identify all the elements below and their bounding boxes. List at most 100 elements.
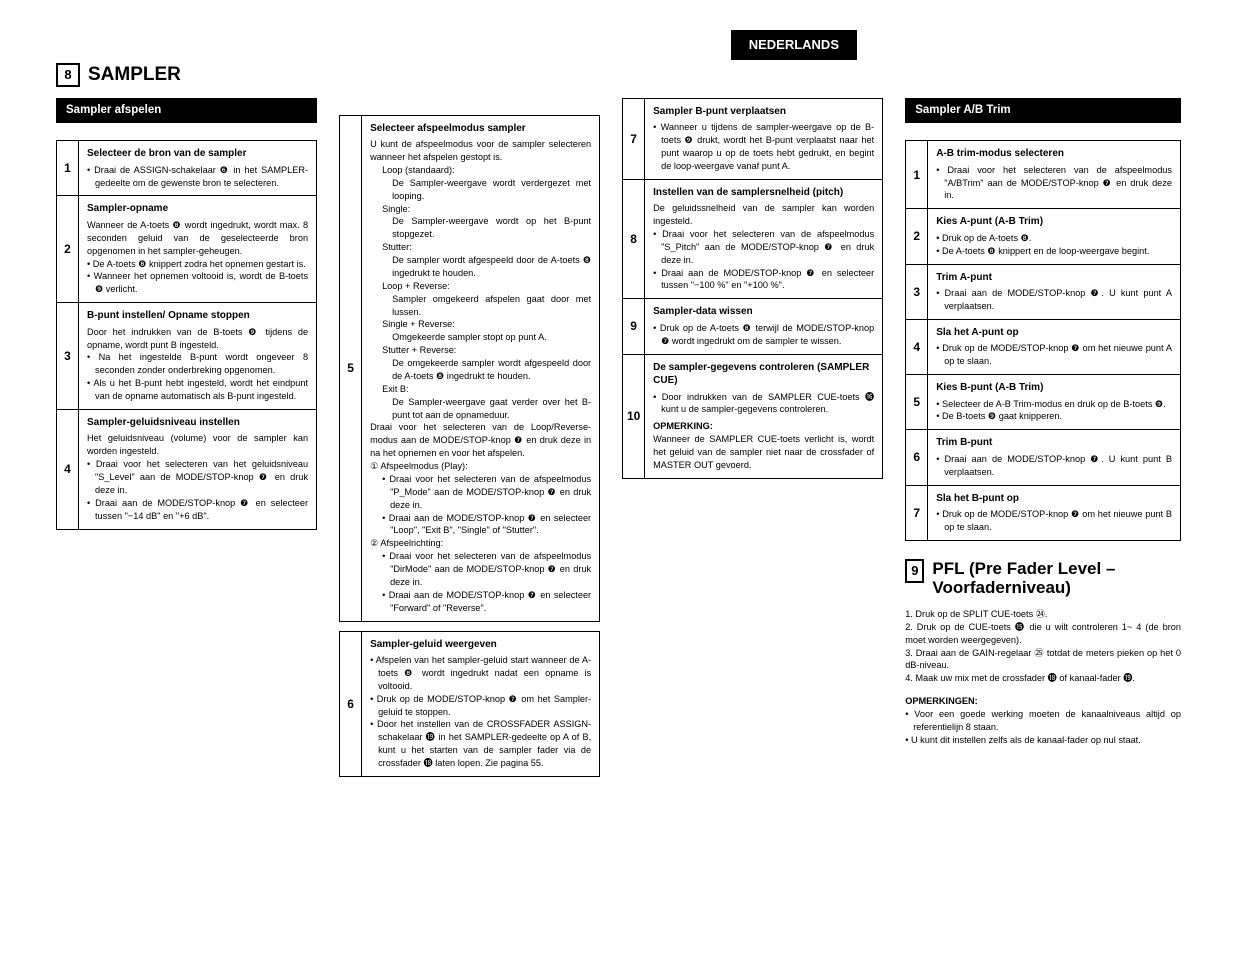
step-text: U kunt de afspeelmodus voor de sampler s…: [370, 138, 591, 164]
block-6: 6 Sampler-geluid weergeven Afspelen van …: [339, 631, 600, 777]
step-text: Draai aan de MODE/STOP-knop ❼. U kunt pu…: [936, 453, 1172, 479]
block-3: 3 B-punt instellen/ Opname stoppen Door …: [56, 302, 317, 410]
step-text: De A-toets ❽ knippert zodra het opnemen …: [87, 258, 308, 271]
step-heading: Selecteer de bron van de sampler: [87, 147, 308, 161]
mode-text: De sampler wordt afgespeeld door de A-to…: [370, 254, 591, 280]
step-text: Draai de ASSIGN-schakelaar ❻ in het SAMP…: [87, 164, 308, 190]
step-text: Wanneer de A-toets ❽ wordt ingedrukt, wo…: [87, 219, 308, 258]
step-text: Druk op de A-toets ❽ terwijl de MODE/STO…: [653, 322, 874, 348]
step-text: Selecteer de A-B Trim-modus en druk op d…: [936, 398, 1172, 411]
step-text: Draai voor het selecteren van de afspeel…: [382, 473, 591, 512]
step-text: Draai voor het selecteren van de afspeel…: [653, 228, 874, 267]
step-heading: B-punt instellen/ Opname stoppen: [87, 309, 308, 323]
step-text: Draai voor het selecteren van de afspeel…: [382, 550, 591, 589]
step-text: Draai aan de MODE/STOP-knop ❼ en selecte…: [653, 267, 874, 293]
step-text: Druk op de MODE/STOP-knop ❼ om het Sampl…: [370, 693, 591, 719]
step-heading: De sampler-gegevens controleren (SAMPLER…: [653, 361, 874, 388]
note-text: Wanneer de SAMPLER CUE-toets verlicht is…: [653, 433, 874, 472]
step-num: 7: [906, 486, 928, 540]
step-text: De B-toets ❾ gaat knipperen.: [936, 410, 1172, 423]
block-5: 5 Selecteer afspeelmodus sampler U kunt …: [339, 115, 600, 622]
step-num: 6: [340, 632, 362, 776]
column-1: Sampler afspelen 1 Selecteer de bron van…: [56, 98, 317, 530]
trim-2: 2Kies A-punt (A-B Trim)Druk op de A-toet…: [905, 208, 1181, 264]
block-10: 10 De sampler-gegevens controleren (SAMP…: [622, 354, 883, 479]
mode-text: Sampler omgekeerd afspelen gaat door met…: [370, 293, 591, 319]
mode-label: Loop + Reverse:: [370, 280, 591, 293]
step-text: Door indrukken van de SAMPLER CUE-toets …: [653, 391, 874, 417]
mode-label: Single:: [370, 203, 591, 216]
pfl-step: 1. Druk op de SPLIT CUE-toets ㉔.: [905, 608, 1181, 621]
step-num: 4: [906, 320, 928, 374]
step-text: Draai aan de MODE/STOP-knop ❼. U kunt pu…: [936, 287, 1172, 313]
step-heading: Sampler-data wissen: [653, 305, 874, 319]
step-text: Wanneer het opnemen voltooid is, wordt d…: [87, 270, 308, 296]
step-heading: Kies A-punt (A-B Trim): [936, 215, 1172, 229]
trim-6: 6 Trim B-punt Draai aan de MODE/STOP-knop …: [905, 429, 1181, 485]
step-num: 1: [57, 141, 79, 195]
mode-label: Stutter:: [370, 241, 591, 254]
mode-label: Loop (standaard):: [370, 164, 591, 177]
note-heading: OPMERKING:: [653, 420, 874, 433]
step-text: Afspelen van het sampler-geluid start wa…: [370, 654, 591, 693]
step-heading: Sampler-geluidsniveau instellen: [87, 416, 308, 430]
step-heading: Trim B-punt: [936, 436, 1172, 450]
step-num: 6: [906, 430, 928, 484]
block-9: 9 Sampler-data wissen Druk op de A-toets…: [622, 298, 883, 354]
step-text: Draai aan de MODE/STOP-knop ❼ en selecte…: [87, 497, 308, 523]
step-heading: Kies B-punt (A-B Trim): [936, 381, 1172, 395]
block-2: 2 Sampler-opname Wanneer de A-toets ❽ wo…: [56, 195, 317, 303]
section-9-title: 9 PFL (Pre Fader Level – Voorfaderniveau…: [905, 559, 1181, 598]
trim-3: 3Trim A-puntDraai aan de MODE/STOP-knop …: [905, 264, 1181, 320]
step-heading: Sampler B-punt verplaatsen: [653, 105, 874, 119]
step-num: 1: [906, 141, 928, 208]
step-num: 8: [623, 180, 645, 299]
section-text: PFL (Pre Fader Level – Voorfaderniveau): [932, 559, 1181, 598]
trim-7: 7 Sla het B-punt op Druk op de MODE/STOP-k…: [905, 485, 1181, 541]
step-num: 3: [57, 303, 79, 409]
subheader-afspelen: Sampler afspelen: [56, 98, 317, 124]
block-1: 1 Selecteer de bron van de sampler Draai…: [56, 140, 317, 196]
step-text: De geluidssnelheid van de sampler kan wo…: [653, 202, 874, 228]
step-heading: Sla het A-punt op: [936, 326, 1172, 340]
pfl-step: 4. Maak uw mix met de crossfader ⓲ of ka…: [905, 672, 1181, 685]
step-heading: Instellen van de samplersnelheid (pitch): [653, 186, 874, 200]
step-heading: Sla het B-punt op: [936, 492, 1172, 506]
step-heading: Sampler-opname: [87, 202, 308, 216]
note-text: U kunt dit instellen zelfs als de kanaal…: [905, 734, 1181, 747]
step-text: Na het ingestelde B-punt wordt ongeveer …: [87, 351, 308, 377]
step-num: 10: [623, 355, 645, 478]
mode-text: De Sampler-weergave wordt verdergezet me…: [370, 177, 591, 203]
sub-list-head: ② Afspeelrichting:: [370, 537, 591, 550]
block-7: 7 Sampler B-punt verplaatsen Wanneer u t…: [622, 98, 883, 180]
step-text: Druk op de MODE/STOP-knop ❼ om het nieuw…: [936, 508, 1172, 534]
mode-label: Single + Reverse:: [370, 318, 591, 331]
trim-1: 1 A-B trim-modus selecteren Draai voor het…: [905, 140, 1181, 209]
mode-text: De Sampler-weergave gaat verder over het…: [370, 396, 591, 422]
step-text: Wanneer u tijdens de sampler-weergave op…: [653, 121, 874, 173]
step-num: 7: [623, 99, 645, 179]
trim-4: 4 Sla het A-punt op Druk op de MODE/STOP-k…: [905, 319, 1181, 375]
mode-label: Exit B:: [370, 383, 591, 396]
column-4: Sampler A/B Trim 1A-B trim-modus selecte…: [905, 98, 1181, 747]
block-8: 8 Instellen van de samplersnelheid (pitc…: [622, 179, 883, 300]
step-text: Druk op de MODE/STOP-knop ❼ om het nieuw…: [936, 342, 1172, 368]
step-num: 2: [906, 209, 928, 263]
trim-5: 5Kies B-punt (A-B Trim)Selecteer de A-B …: [905, 374, 1181, 430]
step-text: Draai voor het selecteren van de Loop/Re…: [370, 421, 591, 460]
mode-label: Stutter + Reverse:: [370, 344, 591, 357]
step-num: 5: [340, 116, 362, 621]
step-heading: A-B trim-modus selecteren: [936, 147, 1172, 161]
mode-text: De Sampler-weergave wordt op het B-punt …: [370, 215, 591, 241]
step-text: De A-toets ❽ knippert en de loop-weergav…: [936, 245, 1172, 258]
step-text: Draai voor het selecteren van de afspeel…: [936, 164, 1172, 203]
mode-text: Omgekeerde sampler stopt op punt A.: [370, 331, 591, 344]
mode-text: De omgekeerde sampler wordt afgespeeld d…: [370, 357, 591, 383]
notes-heading: OPMERKINGEN:: [905, 695, 1181, 708]
step-num: 2: [57, 196, 79, 302]
sub-list-head: ① Afspeelmodus (Play):: [370, 460, 591, 473]
column-2: 5 Selecteer afspeelmodus sampler U kunt …: [339, 98, 600, 777]
step-heading: Trim A-punt: [936, 271, 1172, 285]
language-badge: NEDERLANDS: [731, 30, 857, 60]
step-num: 9: [623, 299, 645, 353]
